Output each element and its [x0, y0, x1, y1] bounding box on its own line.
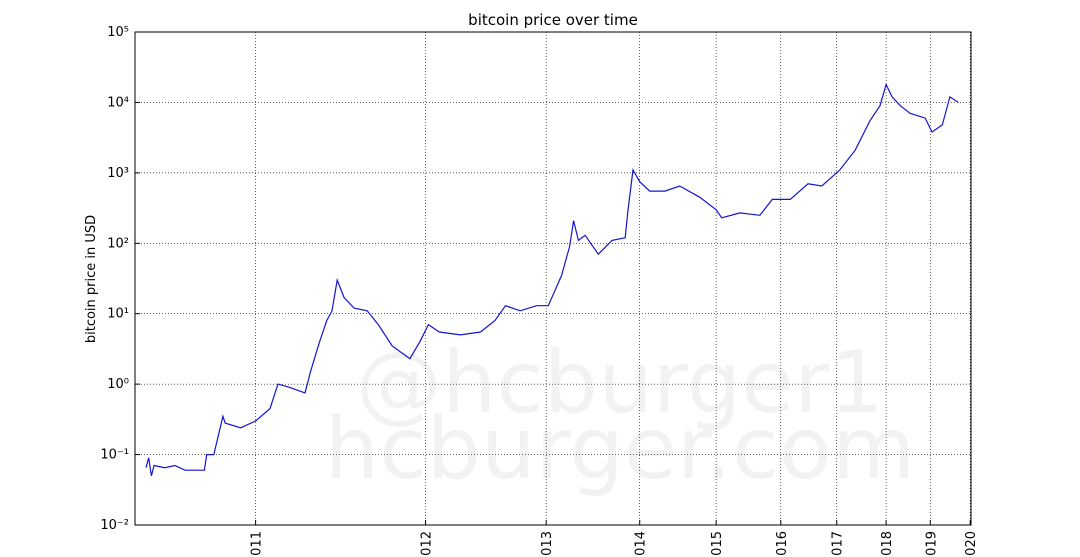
- x-tick-label: 017: [831, 531, 846, 556]
- x-tick-label: 011: [250, 531, 265, 556]
- y-tick-label: 10³: [107, 166, 129, 181]
- x-tick-label: 019: [924, 531, 939, 556]
- x-tick-label: 012: [420, 531, 435, 556]
- plot-frame: [134, 31, 972, 526]
- y-tick-label: 10⁰: [107, 377, 129, 392]
- y-tick-label: 10⁻²: [100, 518, 129, 533]
- watermark: hcburger.com: [325, 399, 916, 499]
- x-tick-label: 014: [634, 531, 649, 556]
- y-tick-label: 10⁵: [107, 25, 129, 40]
- watermark: @hcburger1: [356, 333, 884, 433]
- y-axis-label: bitcoin price in USD: [84, 215, 99, 343]
- y-tick-label: 10¹: [107, 307, 129, 322]
- y-tick-label: 10⁴: [107, 95, 129, 110]
- x-tick-label: 016: [775, 531, 790, 556]
- x-tick-label: 015: [710, 531, 725, 556]
- y-tick-label: 10²: [107, 236, 129, 251]
- chart-title: bitcoin price over time: [468, 11, 638, 29]
- y-tick-label: 10⁻¹: [100, 448, 129, 463]
- x-tick-label: 013: [540, 531, 555, 556]
- x-tick-label: 018: [880, 531, 895, 556]
- x-tick-label: 020: [964, 531, 979, 556]
- price-line: [145, 82, 959, 476]
